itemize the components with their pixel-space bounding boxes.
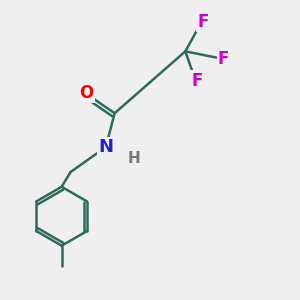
Text: F: F: [197, 13, 209, 31]
Text: O: O: [80, 84, 94, 102]
Text: N: N: [98, 138, 113, 156]
Text: F: F: [218, 50, 229, 68]
Text: F: F: [191, 72, 203, 90]
Text: H: H: [128, 151, 140, 166]
